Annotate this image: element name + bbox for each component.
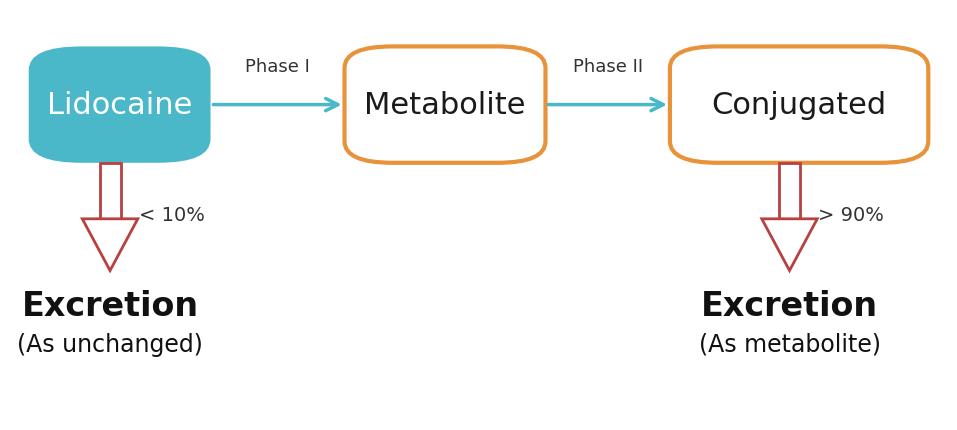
Polygon shape [82, 219, 138, 271]
Text: Metabolite: Metabolite [365, 91, 525, 120]
Text: Excretion: Excretion [21, 289, 199, 322]
Bar [779, 163, 800, 219]
Text: > 90%: > 90% [818, 206, 884, 224]
Polygon shape [762, 219, 817, 271]
Text: (As metabolite): (As metabolite) [699, 332, 880, 356]
FancyBboxPatch shape [29, 47, 211, 163]
Text: (As unchanged): (As unchanged) [17, 332, 203, 356]
Text: Lidocaine: Lidocaine [47, 91, 192, 120]
FancyBboxPatch shape [670, 47, 928, 163]
Text: < 10%: < 10% [139, 206, 205, 224]
Text: Phase I: Phase I [245, 58, 310, 76]
Text: Conjugated: Conjugated [712, 91, 886, 120]
FancyBboxPatch shape [345, 47, 545, 163]
Bar [100, 163, 121, 219]
Text: Excretion: Excretion [701, 289, 879, 322]
Text: Phase II: Phase II [572, 58, 643, 76]
